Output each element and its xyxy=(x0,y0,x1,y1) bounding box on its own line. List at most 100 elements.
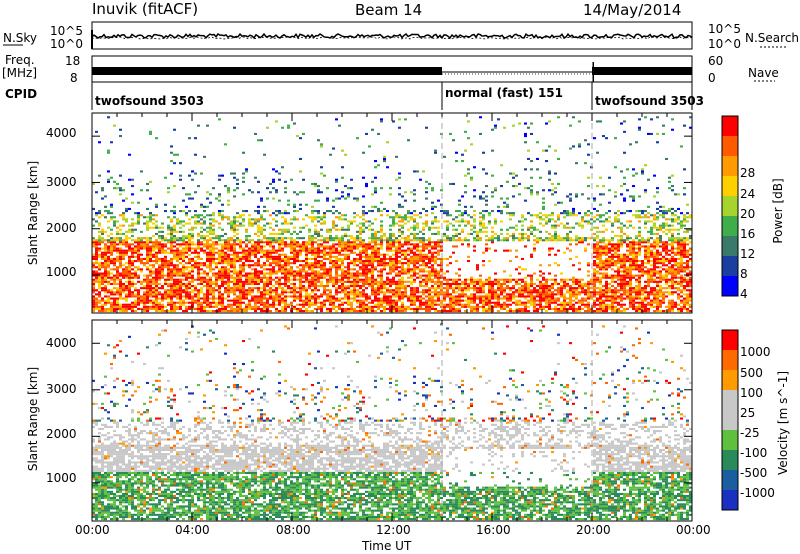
heatmap-cell xyxy=(209,232,212,235)
heatmap-cell xyxy=(251,243,254,246)
heatmap-cell xyxy=(434,226,437,229)
heatmap-cell xyxy=(365,295,368,298)
heatmap-cell xyxy=(530,191,533,194)
heatmap-cell xyxy=(299,310,302,313)
heatmap-cell xyxy=(449,293,452,296)
heatmap-cell xyxy=(551,297,554,300)
heatmap-cell xyxy=(194,243,197,246)
heatmap-cell xyxy=(296,272,299,275)
heatmap-cell xyxy=(176,239,179,242)
heatmap-cell xyxy=(119,214,122,217)
heatmap-cell xyxy=(266,299,269,302)
heatmap-cell xyxy=(125,237,128,240)
heatmap-cell xyxy=(443,299,446,302)
heatmap-cell xyxy=(353,220,356,223)
heatmap-cell xyxy=(161,305,164,308)
heatmap-cell xyxy=(101,264,104,267)
heatmap-cell xyxy=(137,293,140,296)
heatmap-cell xyxy=(197,301,200,304)
heatmap-cell xyxy=(365,282,368,285)
heatmap-cell xyxy=(401,270,404,273)
heatmap-cell xyxy=(311,182,314,185)
heatmap-cell xyxy=(341,274,344,277)
heatmap-cell xyxy=(488,280,491,283)
heatmap-cell xyxy=(362,212,365,215)
heatmap-cell xyxy=(515,255,518,258)
heatmap-cell xyxy=(410,216,413,219)
heatmap-cell xyxy=(425,239,428,242)
heatmap-cell xyxy=(269,262,272,265)
heatmap-cell xyxy=(440,189,443,192)
heatmap-cell xyxy=(212,224,215,227)
heatmap-cell xyxy=(176,237,179,240)
heatmap-cell xyxy=(311,282,314,285)
heatmap-cell xyxy=(107,116,110,119)
heatmap-cell xyxy=(368,255,371,258)
heatmap-cell xyxy=(386,245,389,248)
heatmap-cell xyxy=(128,303,131,306)
heatmap-cell xyxy=(437,278,440,281)
heatmap-cell xyxy=(359,285,362,288)
heatmap-cell xyxy=(368,310,371,313)
heatmap-cell xyxy=(122,241,125,244)
heatmap-cell xyxy=(374,255,377,258)
heatmap-cell xyxy=(119,291,122,294)
heatmap-cell xyxy=(503,289,506,292)
heatmap-cell xyxy=(413,264,416,267)
heatmap-cell xyxy=(380,289,383,292)
heatmap-cell xyxy=(425,210,428,213)
heatmap-cell xyxy=(224,185,227,188)
heatmap-cell xyxy=(266,253,269,256)
heatmap-cell xyxy=(188,247,191,250)
heatmap-cell xyxy=(344,297,347,300)
heatmap-cell xyxy=(95,257,98,260)
heatmap-cell xyxy=(200,278,203,281)
heatmap-cell xyxy=(110,241,113,244)
heatmap-cell xyxy=(563,301,566,304)
heatmap-cell xyxy=(359,274,362,277)
heatmap-cell xyxy=(344,218,347,221)
heatmap-cell xyxy=(257,220,260,223)
heatmap-cell xyxy=(329,297,332,300)
heatmap-cell xyxy=(482,280,485,283)
heatmap-cell xyxy=(95,280,98,283)
heatmap-cell xyxy=(116,182,119,185)
heatmap-cell xyxy=(431,301,434,304)
heatmap-cell xyxy=(407,228,410,231)
heatmap-cell xyxy=(191,170,194,173)
heatmap-cell xyxy=(299,230,302,233)
heatmap-cell xyxy=(410,270,413,273)
heatmap-cell xyxy=(182,264,185,267)
heatmap-cell xyxy=(500,282,503,285)
heatmap-cell xyxy=(551,299,554,302)
heatmap-cell xyxy=(275,295,278,298)
heatmap-cell xyxy=(350,276,353,279)
heatmap-cell xyxy=(227,255,230,258)
heatmap-cell xyxy=(140,282,143,285)
heatmap-cell xyxy=(197,257,200,260)
heatmap-cell xyxy=(278,262,281,265)
heatmap-cell xyxy=(158,303,161,306)
heatmap-cell xyxy=(149,305,152,308)
heatmap-cell xyxy=(224,239,227,242)
heatmap-cell xyxy=(98,274,101,277)
heatmap-cell xyxy=(503,126,506,129)
heatmap-cell xyxy=(470,176,473,179)
heatmap-cell xyxy=(191,247,194,250)
heatmap-cell xyxy=(116,301,119,304)
heatmap-cell xyxy=(317,255,320,258)
heatmap-cell xyxy=(122,218,125,221)
heatmap-cell xyxy=(335,235,338,238)
heatmap-cell xyxy=(545,293,548,296)
heatmap-cell xyxy=(392,291,395,294)
heatmap-cell xyxy=(269,305,272,308)
heatmap-cell xyxy=(212,260,215,263)
heatmap-cell xyxy=(470,301,473,304)
heatmap-cell xyxy=(395,280,398,283)
heatmap-cell xyxy=(356,280,359,283)
heatmap-cell xyxy=(290,270,293,273)
heatmap-cell xyxy=(479,220,482,223)
heatmap-cell xyxy=(92,272,95,275)
heatmap-cell xyxy=(173,224,176,227)
heatmap-cell xyxy=(416,214,419,217)
